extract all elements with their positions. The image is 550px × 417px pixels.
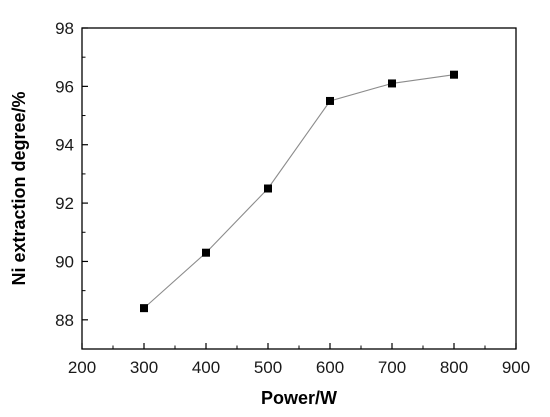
y-tick-label: 96	[55, 77, 74, 96]
data-point-marker	[450, 70, 458, 79]
data-point-marker	[326, 96, 334, 105]
y-axis-title: Ni extraction degree/%	[9, 91, 29, 285]
data-point-marker	[140, 304, 148, 313]
x-tick-label: 600	[316, 358, 344, 377]
y-tick-label: 92	[55, 194, 74, 213]
x-tick-label: 400	[192, 358, 220, 377]
x-tick-label: 500	[254, 358, 282, 377]
x-tick-label: 700	[378, 358, 406, 377]
y-tick-label: 90	[55, 252, 74, 271]
series-line	[143, 74, 455, 309]
x-tick-label: 900	[502, 358, 530, 377]
data-point-marker	[388, 79, 396, 88]
plot-layer: 200 300 400 500 600 700 800 900 88 90 92 94 96 98	[55, 19, 530, 377]
x-tick-label: 300	[130, 358, 158, 377]
x-tick-label: 200	[68, 358, 96, 377]
x-axis-title: Power/W	[261, 388, 337, 408]
data-point-marker	[202, 248, 210, 257]
y-tick-label: 94	[55, 136, 74, 155]
x-tick-label: 800	[440, 358, 468, 377]
data-point-marker	[264, 184, 272, 193]
y-tick-label: 88	[55, 311, 74, 330]
y-tick-label: 98	[55, 19, 74, 38]
